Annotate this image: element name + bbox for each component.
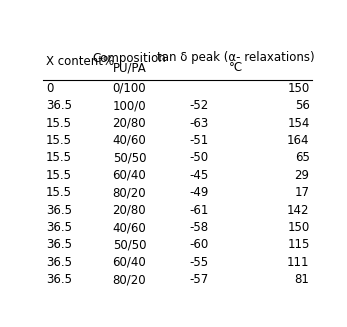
Text: 36.5: 36.5 [46,204,72,217]
Text: 15.5: 15.5 [46,186,72,199]
Text: 0/100: 0/100 [113,82,146,95]
Text: 154: 154 [287,116,310,129]
Text: 60/40: 60/40 [112,256,146,269]
Text: -55: -55 [190,256,209,269]
Text: 65: 65 [295,151,310,164]
Text: 36.5: 36.5 [46,273,72,286]
Text: -52: -52 [190,99,209,112]
Text: 36.5: 36.5 [46,221,72,234]
Text: 142: 142 [287,204,310,217]
Text: 36.5: 36.5 [46,238,72,251]
Text: -57: -57 [190,273,209,286]
Text: 80/20: 80/20 [113,186,146,199]
Text: 150: 150 [287,221,310,234]
Text: Composition: Composition [93,52,166,65]
Text: 40/60: 40/60 [112,221,146,234]
Text: 36.5: 36.5 [46,99,72,112]
Text: 50/50: 50/50 [113,151,146,164]
Text: 20/80: 20/80 [113,116,146,129]
Text: 115: 115 [287,238,310,251]
Text: 100/0: 100/0 [113,99,146,112]
Text: tan δ peak (α- relaxations): tan δ peak (α- relaxations) [157,51,314,63]
Text: 40/60: 40/60 [112,134,146,147]
Text: 36.5: 36.5 [46,256,72,269]
Text: 15.5: 15.5 [46,116,72,129]
Text: PU/PA: PU/PA [112,61,146,75]
Text: 60/40: 60/40 [112,169,146,182]
Text: 15.5: 15.5 [46,169,72,182]
Text: 17: 17 [295,186,310,199]
Text: 29: 29 [295,169,310,182]
Text: 50/50: 50/50 [113,238,146,251]
Text: -51: -51 [190,134,209,147]
Text: 15.5: 15.5 [46,134,72,147]
Text: 164: 164 [287,134,310,147]
Text: 20/80: 20/80 [113,204,146,217]
Text: -49: -49 [190,186,209,199]
Text: 81: 81 [295,273,310,286]
Text: 56: 56 [295,99,310,112]
Text: 150: 150 [287,82,310,95]
Text: 0: 0 [46,82,53,95]
Text: X content%: X content% [46,55,114,68]
Text: °C: °C [229,61,243,75]
Text: -60: -60 [190,238,209,251]
Text: 15.5: 15.5 [46,151,72,164]
Text: -58: -58 [190,221,209,234]
Text: -63: -63 [190,116,209,129]
Text: 111: 111 [287,256,310,269]
Text: 80/20: 80/20 [113,273,146,286]
Text: -61: -61 [190,204,209,217]
Text: -50: -50 [190,151,209,164]
Text: -45: -45 [190,169,209,182]
